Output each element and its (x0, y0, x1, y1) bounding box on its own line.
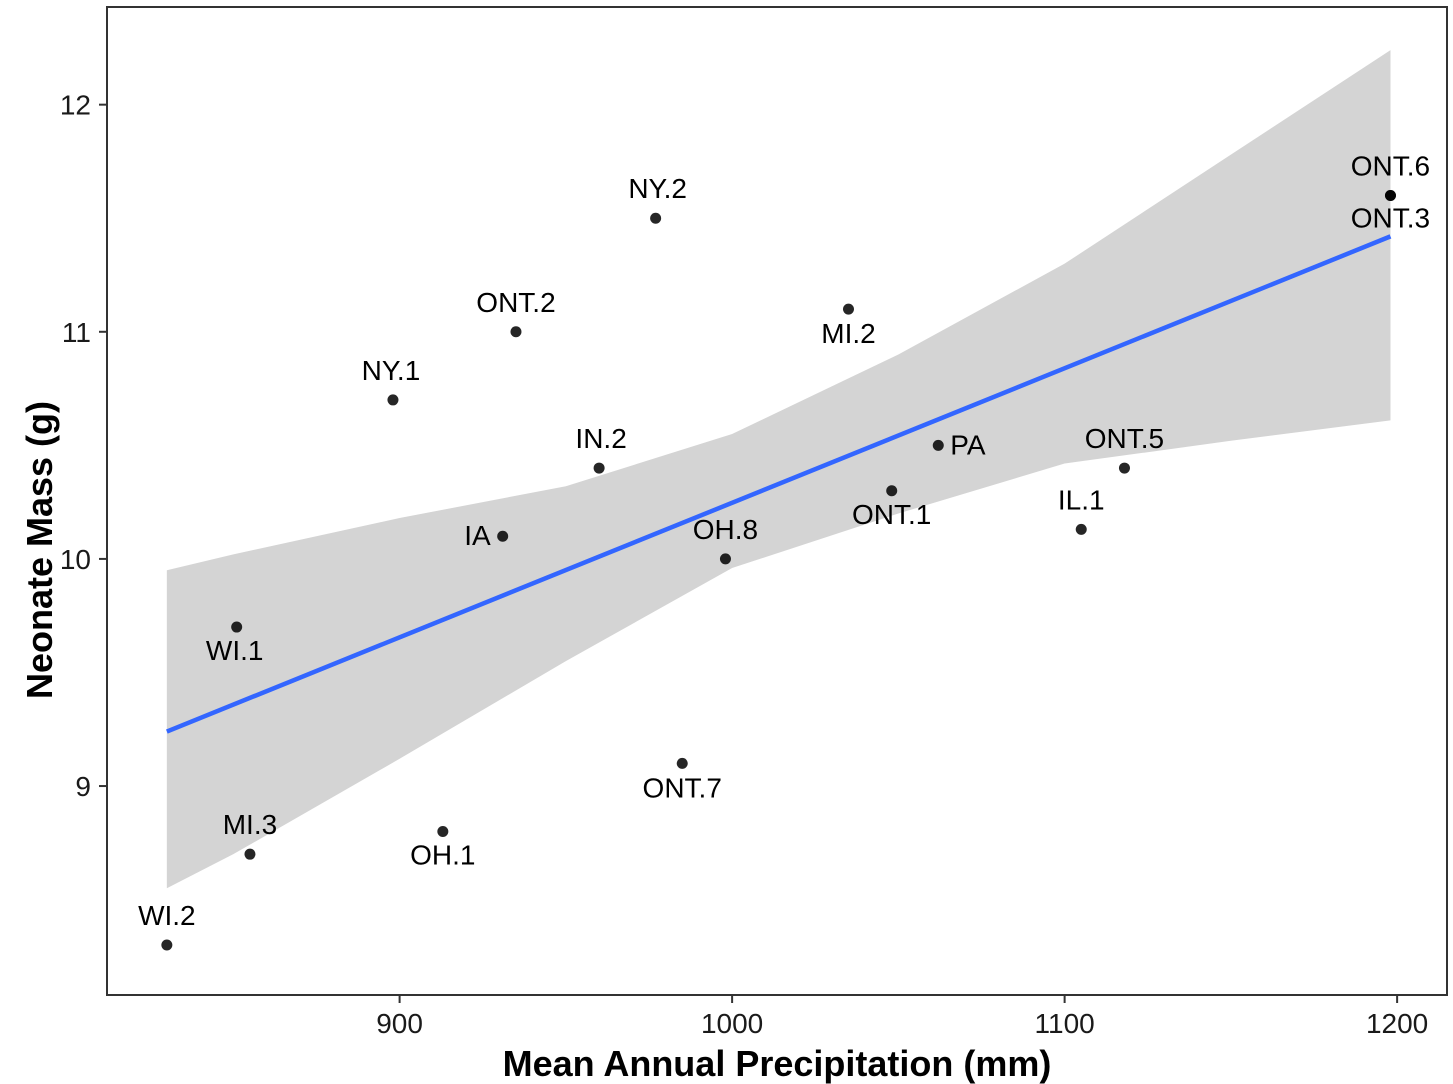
point-label: PA (950, 429, 986, 460)
data-point (886, 485, 898, 497)
y-tick-label: 10 (60, 544, 91, 575)
x-axis: 900 1000 1100 1200 (376, 995, 1428, 1039)
data-point (1075, 523, 1087, 535)
data-point (932, 439, 944, 451)
point-label: ONT.3 (1351, 203, 1430, 234)
point-label: MI.2 (821, 318, 875, 349)
confidence-band-layer (166, 50, 1391, 889)
point-label: OH.1 (410, 839, 475, 870)
point-label: NY.1 (362, 355, 421, 386)
data-point (1384, 190, 1396, 202)
point-label: WI.2 (138, 900, 196, 931)
data-point (676, 757, 688, 769)
data-point (161, 939, 173, 951)
point-labels-layer: WI.2 MI.3 WI.1 NY.1 OH.1 IA ONT.2 IN.2 NY.2 ONT.7… (138, 151, 1430, 932)
y-axis-title: Neonate Mass (g) (19, 401, 60, 699)
data-point (650, 212, 662, 224)
y-axis: 9 10 11 12 (60, 90, 107, 802)
x-tick-label: 1100 (1035, 1008, 1095, 1039)
data-point (842, 303, 854, 315)
y-tick-label: 11 (62, 317, 91, 348)
data-point (593, 462, 605, 474)
data-point (1118, 462, 1130, 474)
x-tick-label: 900 (376, 1008, 423, 1039)
x-tick-label: 1200 (1366, 1008, 1428, 1039)
point-label: IA (464, 520, 491, 551)
y-tick-label: 9 (75, 771, 91, 802)
plot-frame (106, 6, 1448, 996)
point-label: ONT.7 (643, 772, 722, 803)
x-axis-title: Mean Annual Precipitation (mm) (503, 1043, 1052, 1084)
data-point (437, 825, 449, 837)
y-tick-label: 12 (60, 90, 91, 121)
confidence-band (166, 50, 1391, 889)
data-point (497, 530, 509, 542)
point-label: NY.2 (628, 173, 687, 204)
x-tick-label: 1000 (701, 1008, 763, 1039)
data-point (231, 621, 243, 633)
point-label: ONT.2 (476, 287, 555, 318)
data-point (387, 394, 399, 406)
point-label: IN.2 (575, 423, 626, 454)
point-label: ONT.5 (1085, 423, 1164, 454)
regression-line (166, 234, 1392, 734)
data-point (719, 553, 731, 565)
data-point (244, 848, 256, 860)
regression-line-layer (166, 234, 1392, 734)
point-label: WI.1 (206, 635, 264, 666)
point-label: OH.8 (693, 514, 758, 545)
point-label: ONT.1 (852, 499, 931, 530)
point-label: IL.1 (1058, 484, 1105, 515)
points-layer (161, 190, 1396, 951)
point-label: ONT.6 (1351, 151, 1430, 182)
data-point (510, 326, 522, 338)
point-label: MI.3 (223, 809, 277, 840)
